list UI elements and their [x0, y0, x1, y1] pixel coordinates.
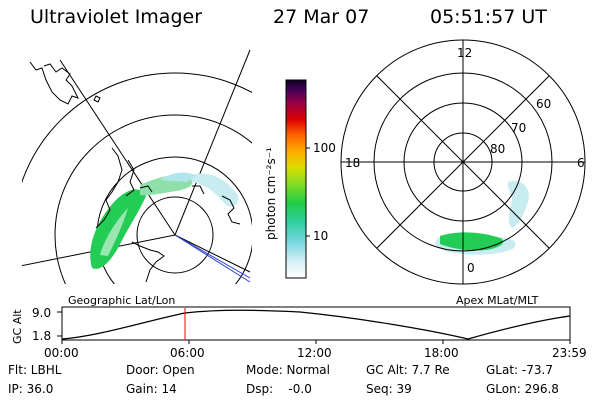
geographic-map — [22, 49, 252, 284]
altitude-plot — [57, 306, 571, 344]
colorbar-tick-10: 10 — [313, 229, 329, 243]
instrument-title: Ultraviolet Imager — [30, 6, 203, 28]
info-glon: GLon: 296.8 — [486, 382, 559, 396]
info-mode: Mode: Normal — [246, 363, 330, 377]
altitude-curve — [61, 309, 571, 340]
mlt-label-6: 6 — [577, 156, 585, 170]
aurora-emission-left — [90, 172, 239, 269]
altitude-ytick-1.8: 1.8 — [32, 329, 52, 343]
mlat-label-60: 60 — [536, 97, 552, 111]
magnetic-polar-plot — [340, 39, 586, 285]
info-seq: Seq: 39 — [366, 382, 412, 396]
right-panel-label: Apex MLat/MLT — [456, 294, 539, 307]
mlt-label-18: 18 — [345, 156, 361, 170]
colorbar-unit-label: photon cm⁻²s⁻¹ — [264, 147, 278, 240]
time-label: 05:51:57 UT — [430, 6, 547, 28]
xtick-2359: 23:59 — [552, 346, 587, 360]
xtick-1200: 12:00 — [297, 346, 332, 360]
projection-line-blue-2 — [174, 234, 251, 283]
left-panel-label: Geographic Lat/Lon — [68, 294, 176, 307]
altitude-ytick-9: 9.0 — [32, 306, 52, 320]
colorbar — [285, 79, 310, 279]
date-label: 27 Mar 07 — [273, 6, 370, 28]
mlt-label-12: 12 — [457, 46, 473, 60]
mlat-label-80: 80 — [490, 142, 506, 156]
colorbar-tick-100: 100 — [313, 141, 336, 155]
info-flt: Flt: LBHL — [8, 363, 62, 377]
mlt-label-0: 0 — [467, 261, 475, 275]
xtick-0600: 06:00 — [170, 346, 205, 360]
projection-line-blue — [174, 234, 251, 279]
coastlines — [29, 61, 241, 283]
info-dsp: Dsp: -0.0 — [246, 382, 312, 396]
mlat-label-70: 70 — [511, 121, 527, 135]
info-ip: IP: 36.0 — [8, 382, 54, 396]
xtick-0000: 00:00 — [44, 346, 79, 360]
info-door: Door: Open — [126, 363, 195, 377]
altitude-ylabel: GC Alt — [11, 309, 24, 344]
info-gcalt: GC Alt: 7.7 Re — [366, 363, 450, 377]
info-gain: Gain: 14 — [126, 382, 177, 396]
info-glat: GLat: -73.7 — [486, 363, 553, 377]
xtick-1800: 18:00 — [424, 346, 459, 360]
